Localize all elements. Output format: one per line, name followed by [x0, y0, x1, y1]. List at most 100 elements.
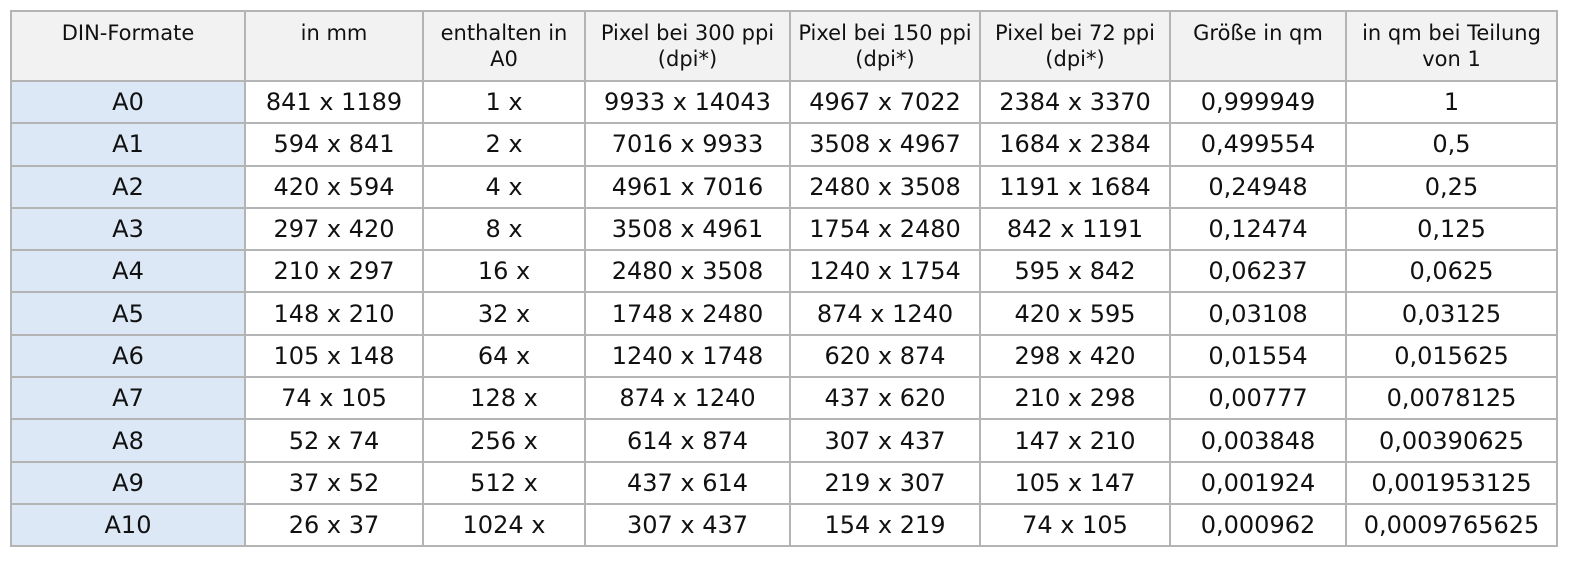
area-sqm-cell: 0,003848 — [1169, 418, 1347, 463]
pixels-72-cell: 105 x 147 — [979, 460, 1171, 505]
contained-cell: 16 x — [422, 249, 586, 294]
table-row: A3 297 x 420 8 x 3508 x 4961 1754 x 2480… — [10, 206, 1558, 252]
pixels-72-cell: 74 x 105 — [979, 502, 1171, 548]
area-sqm-cell: 0,03108 — [1169, 291, 1347, 336]
sqm-division-cell: 0,125 — [1345, 206, 1558, 252]
sqm-division-cell: 0,25 — [1345, 164, 1558, 209]
pixels-72-cell: 1191 x 1684 — [979, 164, 1171, 209]
contained-cell: 512 x — [422, 460, 586, 505]
contained-cell: 2 x — [422, 122, 586, 167]
table-row: A1 594 x 841 2 x 7016 x 9933 3508 x 4967… — [10, 122, 1558, 167]
pixels-300-cell: 1748 x 2480 — [584, 291, 791, 336]
area-sqm-cell: 0,00777 — [1169, 376, 1347, 421]
format-cell: A8 — [10, 418, 246, 463]
pixels-150-cell: 1754 x 2480 — [789, 206, 981, 252]
pixels-300-cell: 9933 x 14043 — [584, 79, 791, 125]
column-header-sqm-division[interactable]: in qm bei Teilung von 1 — [1345, 10, 1558, 82]
size-mm-cell: 52 x 74 — [244, 418, 424, 463]
pixels-72-cell: 298 x 420 — [979, 333, 1171, 379]
column-header-size-mm[interactable]: in mm — [244, 10, 424, 82]
pixels-150-cell: 154 x 219 — [789, 502, 981, 548]
contained-cell: 256 x — [422, 418, 586, 463]
contained-cell: 32 x — [422, 291, 586, 336]
contained-cell: 64 x — [422, 333, 586, 379]
pixels-150-cell: 874 x 1240 — [789, 291, 981, 336]
pixels-72-cell: 595 x 842 — [979, 249, 1171, 294]
area-sqm-cell: 0,06237 — [1169, 249, 1347, 294]
sqm-division-cell: 0,0009765625 — [1345, 502, 1558, 548]
column-header-contained-in-a0[interactable]: enthalten in A0 — [422, 10, 586, 82]
area-sqm-cell: 0,999949 — [1169, 79, 1347, 125]
area-sqm-cell: 0,01554 — [1169, 333, 1347, 379]
pixels-300-cell: 307 x 437 — [584, 502, 791, 548]
contained-cell: 8 x — [422, 206, 586, 252]
size-mm-cell: 148 x 210 — [244, 291, 424, 336]
pixels-150-cell: 1240 x 1754 — [789, 249, 981, 294]
format-cell: A1 — [10, 122, 246, 167]
din-format-table: DIN-Formate in mm enthalten in A0 Pixel … — [10, 10, 1558, 548]
size-mm-cell: 26 x 37 — [244, 502, 424, 548]
format-cell: A9 — [10, 460, 246, 505]
pixels-72-cell: 2384 x 3370 — [979, 79, 1171, 125]
area-sqm-cell: 0,24948 — [1169, 164, 1347, 209]
pixels-300-cell: 437 x 614 — [584, 460, 791, 505]
pixels-150-cell: 3508 x 4967 — [789, 122, 981, 167]
pixels-72-cell: 1684 x 2384 — [979, 122, 1171, 167]
din-format-table-container: DIN-Formate in mm enthalten in A0 Pixel … — [10, 10, 1558, 548]
contained-cell: 1024 x — [422, 502, 586, 548]
sqm-division-cell: 1 — [1345, 79, 1558, 125]
size-mm-cell: 210 x 297 — [244, 249, 424, 294]
format-cell: A7 — [10, 376, 246, 421]
table-row: A6 105 x 148 64 x 1240 x 1748 620 x 874 … — [10, 333, 1558, 379]
pixels-300-cell: 1240 x 1748 — [584, 333, 791, 379]
table-row: A2 420 x 594 4 x 4961 x 7016 2480 x 3508… — [10, 164, 1558, 209]
column-header-pixels-72ppi[interactable]: Pixel bei 72 ppi (dpi*) — [979, 10, 1171, 82]
sqm-division-cell: 0,0078125 — [1345, 376, 1558, 421]
contained-cell: 128 x — [422, 376, 586, 421]
column-header-pixels-300ppi[interactable]: Pixel bei 300 ppi (dpi*) — [584, 10, 791, 82]
format-cell: A5 — [10, 291, 246, 336]
size-mm-cell: 297 x 420 — [244, 206, 424, 252]
table-row: A5 148 x 210 32 x 1748 x 2480 874 x 1240… — [10, 291, 1558, 336]
pixels-150-cell: 4967 x 7022 — [789, 79, 981, 125]
column-header-pixels-150ppi[interactable]: Pixel bei 150 ppi (dpi*) — [789, 10, 981, 82]
pixels-150-cell: 620 x 874 — [789, 333, 981, 379]
pixels-300-cell: 2480 x 3508 — [584, 249, 791, 294]
area-sqm-cell: 0,000962 — [1169, 502, 1347, 548]
sqm-division-cell: 0,015625 — [1345, 333, 1558, 379]
header-row: DIN-Formate in mm enthalten in A0 Pixel … — [10, 10, 1558, 82]
size-mm-cell: 105 x 148 — [244, 333, 424, 379]
pixels-72-cell: 210 x 298 — [979, 376, 1171, 421]
sqm-division-cell: 0,001953125 — [1345, 460, 1558, 505]
table-row: A7 74 x 105 128 x 874 x 1240 437 x 620 2… — [10, 376, 1558, 421]
size-mm-cell: 420 x 594 — [244, 164, 424, 209]
size-mm-cell: 37 x 52 — [244, 460, 424, 505]
size-mm-cell: 841 x 1189 — [244, 79, 424, 125]
table-row: A8 52 x 74 256 x 614 x 874 307 x 437 147… — [10, 418, 1558, 463]
column-header-area-sqm[interactable]: Größe in qm — [1169, 10, 1347, 82]
area-sqm-cell: 0,001924 — [1169, 460, 1347, 505]
pixels-150-cell: 437 x 620 — [789, 376, 981, 421]
table-row: A0 841 x 1189 1 x 9933 x 14043 4967 x 70… — [10, 79, 1558, 125]
sqm-division-cell: 0,03125 — [1345, 291, 1558, 336]
pixels-300-cell: 3508 x 4961 — [584, 206, 791, 252]
format-cell: A4 — [10, 249, 246, 294]
sqm-division-cell: 0,00390625 — [1345, 418, 1558, 463]
format-cell: A2 — [10, 164, 246, 209]
size-mm-cell: 74 x 105 — [244, 376, 424, 421]
pixels-150-cell: 219 x 307 — [789, 460, 981, 505]
table-row: A10 26 x 37 1024 x 307 x 437 154 x 219 7… — [10, 502, 1558, 548]
sqm-division-cell: 0,5 — [1345, 122, 1558, 167]
area-sqm-cell: 0,12474 — [1169, 206, 1347, 252]
pixels-300-cell: 874 x 1240 — [584, 376, 791, 421]
pixels-300-cell: 4961 x 7016 — [584, 164, 791, 209]
column-header-din-format[interactable]: DIN-Formate — [10, 10, 246, 82]
format-cell: A0 — [10, 79, 246, 125]
format-cell: A10 — [10, 502, 246, 548]
pixels-150-cell: 2480 x 3508 — [789, 164, 981, 209]
sqm-division-cell: 0,0625 — [1345, 249, 1558, 294]
size-mm-cell: 594 x 841 — [244, 122, 424, 167]
table-row: A9 37 x 52 512 x 437 x 614 219 x 307 105… — [10, 460, 1558, 505]
table-row: A4 210 x 297 16 x 2480 x 3508 1240 x 175… — [10, 249, 1558, 294]
pixels-150-cell: 307 x 437 — [789, 418, 981, 463]
